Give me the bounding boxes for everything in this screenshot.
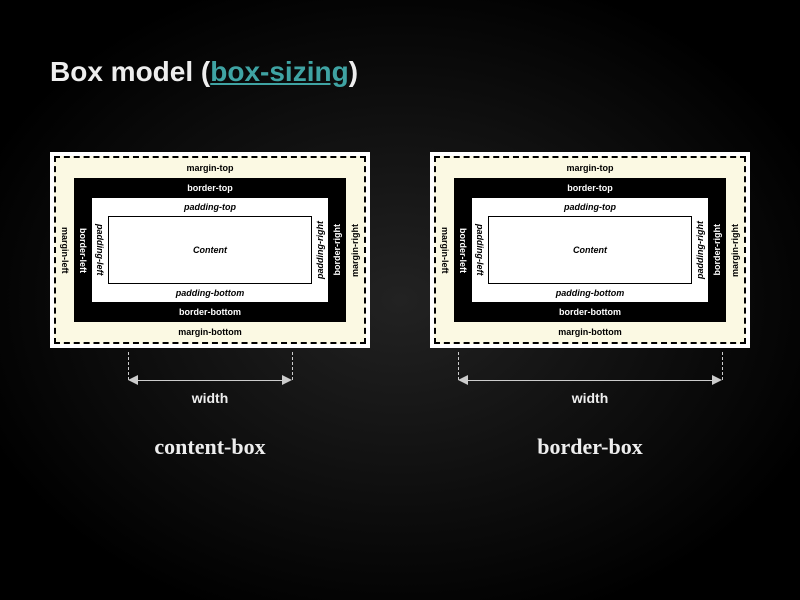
border-box-caption: border-box — [430, 434, 750, 460]
content-label: Content — [108, 216, 312, 284]
content-label: Content — [488, 216, 692, 284]
border-top-label: border-top — [567, 183, 613, 193]
margin-right-label: margin-right — [350, 224, 360, 277]
border-top-label: border-top — [187, 183, 233, 193]
width-indicator-left: width — [50, 352, 370, 408]
border-right-label: border-right — [332, 224, 342, 276]
padding-bottom-label: padding-bottom — [176, 288, 244, 298]
margin-left-label: margin-left — [440, 227, 450, 274]
border-left-label: border-left — [78, 228, 88, 273]
content-box-caption: content-box — [50, 434, 370, 460]
slide-title: Box model (box-sizing) — [50, 56, 358, 88]
border-bottom-label: border-bottom — [179, 307, 241, 317]
width-indicator-right: width — [430, 352, 750, 408]
border-bottom-label: border-bottom — [559, 307, 621, 317]
margin-right-label: margin-right — [730, 224, 740, 277]
margin-top-label: margin-top — [187, 163, 234, 173]
border-box-panel: margin-top margin-left border-top border… — [430, 152, 750, 460]
margin-left-label: margin-left — [60, 227, 70, 274]
border-left-label: border-left — [458, 228, 468, 273]
title-suffix: ) — [349, 56, 358, 87]
content-box-panel: margin-top margin-left border-top border… — [50, 152, 370, 460]
margin-bottom-label: margin-bottom — [178, 327, 242, 337]
padding-right-label: padding-right — [695, 221, 705, 279]
padding-left-label: padding-left — [475, 224, 485, 276]
margin-top-label: margin-top — [567, 163, 614, 173]
diagram-panels: margin-top margin-left border-top border… — [50, 152, 750, 460]
padding-top-label: padding-top — [564, 202, 616, 212]
margin-bottom-label: margin-bottom — [558, 327, 622, 337]
width-label-left: width — [50, 390, 370, 406]
title-prefix: Box model ( — [50, 56, 210, 87]
padding-top-label: padding-top — [184, 202, 236, 212]
box-model-diagram-left: margin-top margin-left border-top border… — [50, 152, 370, 348]
padding-bottom-label: padding-bottom — [556, 288, 624, 298]
box-model-diagram-right: margin-top margin-left border-top border… — [430, 152, 750, 348]
border-right-label: border-right — [712, 224, 722, 276]
padding-right-label: padding-right — [315, 221, 325, 279]
box-sizing-link[interactable]: box-sizing — [210, 56, 348, 87]
width-label-right: width — [430, 390, 750, 406]
padding-left-label: padding-left — [95, 224, 105, 276]
